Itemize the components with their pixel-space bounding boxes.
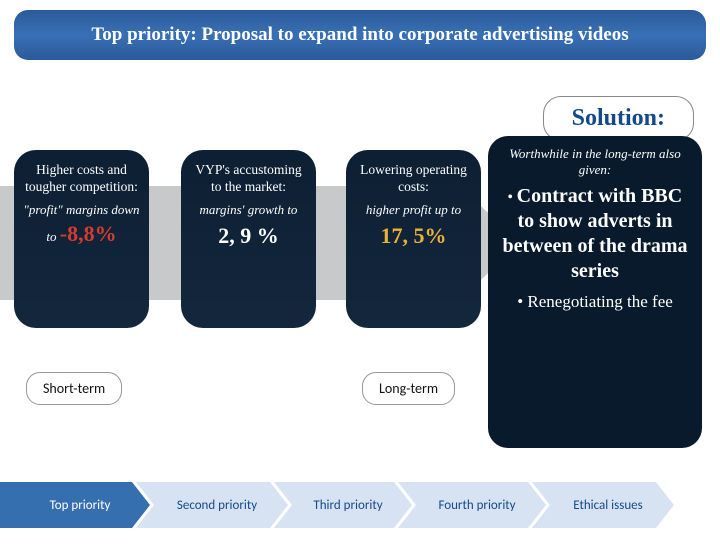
pill2-value: 2, 9 % [189, 223, 308, 249]
pill3-value: 17, 5% [354, 223, 473, 249]
pill3-sub: higher profit up to [354, 202, 473, 218]
title-bar: Top priority: Proposal to expand into co… [14, 10, 706, 60]
nav-chevron-1[interactable]: Second priority [136, 482, 288, 528]
long-term-text: Long-term [379, 380, 438, 397]
pill1-to: to [46, 229, 59, 244]
solution-text: Solution: [572, 105, 665, 131]
stage-pill-1: Higher costs and tougher competition: "p… [14, 150, 149, 328]
short-term-text: Short-term [43, 380, 105, 397]
nav-chevron-2[interactable]: Third priority [274, 482, 412, 528]
solution-box: Worthwhile in the long-term also given: … [488, 136, 702, 448]
pill2-sub: margins' growth to [189, 202, 308, 218]
nav-label-4: Ethical issues [573, 498, 642, 513]
main-solution-text: Contract with BBC to show adverts in bet… [503, 185, 688, 282]
pill1-value: -8,8% [60, 221, 117, 246]
page-title: Top priority: Proposal to expand into co… [91, 24, 628, 45]
bottom-chevron-nav: Top priority Second priority Third priorit… [0, 482, 720, 528]
nav-chevron-3[interactable]: Fourth priority [398, 482, 546, 528]
short-term-label: Short-term [26, 372, 122, 405]
nav-label-1: Second priority [177, 498, 257, 513]
renegotiate-text: • Renegotiating the fee [500, 292, 690, 312]
stage-pill-3: Lowering operating costs: higher profit … [346, 150, 481, 328]
solution-label: Solution: [543, 96, 694, 141]
pill1-heading: Higher costs and tougher competition: [22, 162, 141, 196]
pill1-sub: "profit" margins down [22, 202, 141, 218]
long-term-label: Long-term [362, 372, 455, 405]
nav-label-3: Fourth priority [438, 498, 515, 513]
pill1-value-row: to -8,8% [22, 221, 141, 247]
nav-chevron-4[interactable]: Ethical issues [532, 482, 674, 528]
pill2-heading: VYP's accustoming to the market: [189, 162, 308, 196]
stage-pill-2: VYP's accustoming to the market: margins… [181, 150, 316, 328]
nav-label-0: Top priority [50, 498, 111, 513]
nav-label-2: Third priority [313, 498, 382, 513]
worth-text: Worthwhile in the long-term also given: [500, 146, 690, 178]
pill3-heading: Lowering operating costs: [354, 162, 473, 196]
nav-chevron-0[interactable]: Top priority [0, 482, 150, 528]
bullet-icon: • [508, 190, 513, 205]
main-solution: •Contract with BBC to show adverts in be… [500, 184, 690, 284]
